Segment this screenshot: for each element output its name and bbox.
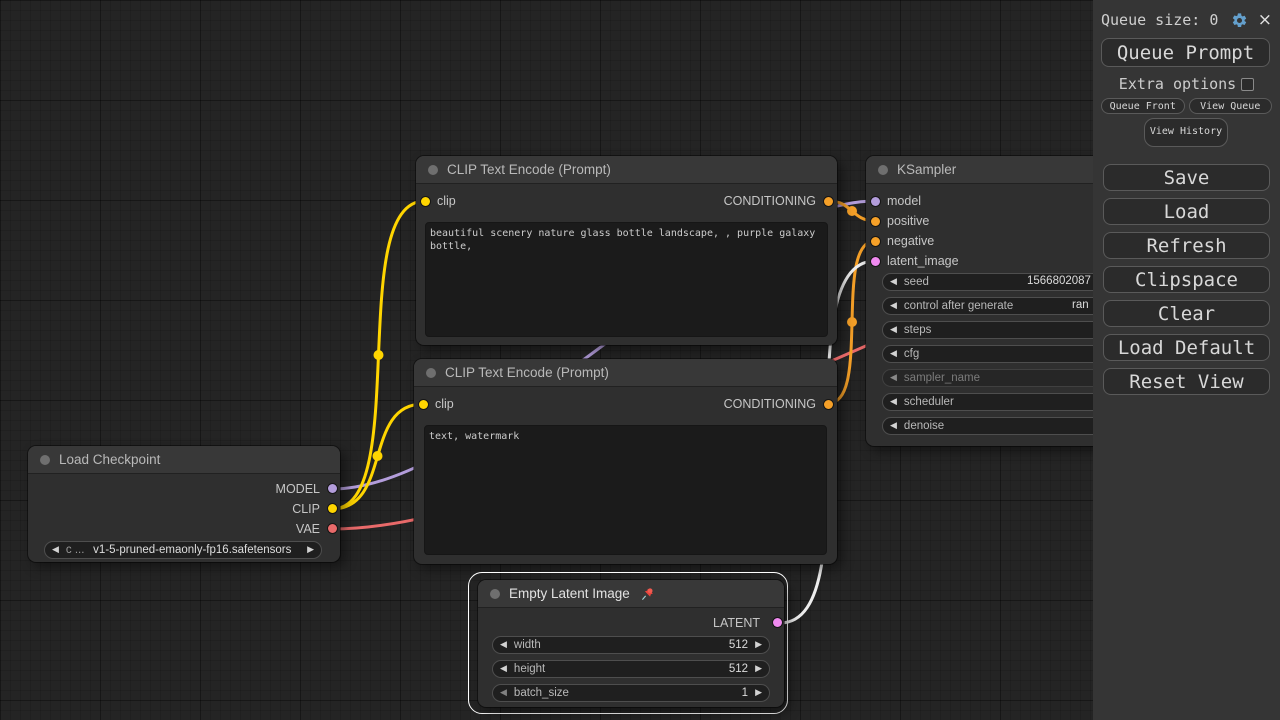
arrow-right-icon[interactable]: ▶ [755, 688, 762, 698]
clipspace-button[interactable]: Clipspace [1103, 266, 1270, 293]
latent-image-input-dot[interactable] [871, 257, 880, 266]
arrow-left-icon[interactable]: ◀ [500, 640, 507, 650]
load-default-button[interactable]: Load Default [1103, 334, 1270, 361]
arrow-left-icon[interactable]: ◀ [890, 301, 897, 311]
input-label-latent-image: latent_image [887, 254, 959, 268]
ckpt-name-widget[interactable]: ◀ c ... v1-5-pruned-emaonly-fp16.safeten… [44, 541, 322, 559]
widget-label: batch_size [513, 687, 569, 699]
collapse-dot-icon[interactable] [490, 588, 500, 599]
arrow-left-icon[interactable]: ◀ [890, 349, 897, 359]
node-title-bar[interactable]: Empty Latent Image [478, 580, 784, 608]
close-icon[interactable]: × [1257, 10, 1272, 30]
clip-output-dot[interactable] [328, 504, 337, 513]
collapse-dot-icon[interactable] [40, 454, 50, 465]
reset-view-button[interactable]: Reset View [1103, 368, 1270, 395]
extra-options-label: Extra options [1118, 75, 1237, 93]
width-widget[interactable]: ◀ width 512 ▶ [492, 636, 770, 654]
view-history-button[interactable]: View History [1144, 118, 1228, 147]
arrow-left-icon[interactable]: ◀ [890, 421, 897, 431]
queue-prompt-button[interactable]: Queue Prompt [1101, 38, 1270, 67]
widget-value: 512 [728, 639, 749, 651]
input-label-clip: clip [435, 397, 454, 411]
widget-value: v1-5-pruned-emaonly-fp16.safetensors [93, 544, 292, 556]
output-label-latent: LATENT [713, 616, 760, 630]
widget-value: 1 [741, 687, 749, 699]
input-label-positive: positive [887, 214, 930, 228]
arrow-left-icon[interactable]: ◀ [500, 688, 507, 698]
node-load-checkpoint[interactable]: Load Checkpoint MODEL CLIP VAE ◀ c ... v… [28, 446, 340, 562]
collapse-dot-icon[interactable] [878, 164, 888, 175]
node-title-bar[interactable]: CLIP Text Encode (Prompt) [414, 359, 837, 387]
output-label-vae: VAE [295, 522, 320, 536]
arrow-left-icon[interactable]: ◀ [890, 373, 897, 383]
output-label-clip: CLIP [292, 502, 320, 516]
output-label-model: MODEL [275, 482, 320, 496]
batch-size-widget[interactable]: ◀ batch_size 1 ▶ [492, 684, 770, 702]
collapse-dot-icon[interactable] [426, 367, 436, 378]
arrow-left-icon[interactable]: ◀ [890, 325, 897, 335]
arrow-right-icon[interactable]: ▶ [755, 640, 762, 650]
node-title-bar[interactable]: Load Checkpoint [28, 446, 340, 474]
pushpin-icon [641, 587, 653, 600]
clip-input-dot[interactable] [421, 197, 430, 206]
widget-label: seed [903, 276, 929, 288]
node-clip-text-encode-negative[interactable]: CLIP Text Encode (Prompt) clip CONDITION… [414, 359, 837, 564]
model-input-dot[interactable] [871, 197, 880, 206]
widget-value: 512 [728, 663, 749, 675]
vae-output-dot[interactable] [328, 524, 337, 533]
arrow-left-icon[interactable]: ◀ [890, 397, 897, 407]
conditioning-output-dot[interactable] [824, 400, 833, 409]
model-output-dot[interactable] [328, 484, 337, 493]
widget-label: denoise [903, 420, 945, 432]
output-label-conditioning: CONDITIONING [723, 397, 816, 411]
arrow-left-icon[interactable]: ◀ [500, 664, 507, 674]
positive-input-dot[interactable] [871, 217, 880, 226]
clear-button[interactable]: Clear [1103, 300, 1270, 327]
node-clip-text-encode-positive[interactable]: CLIP Text Encode (Prompt) clip CONDITION… [416, 156, 837, 345]
widget-label: steps [903, 324, 932, 336]
arrow-right-icon[interactable]: ▶ [307, 545, 314, 555]
node-empty-latent-image[interactable]: Empty Latent Image LATENT ◀ width 512 ▶ … [478, 580, 784, 707]
widget-label: c ... [65, 544, 85, 556]
settings-gear-icon[interactable] [1231, 12, 1248, 29]
widget-label: sampler_name [903, 372, 980, 384]
node-title-bar[interactable]: CLIP Text Encode (Prompt) [416, 156, 837, 184]
height-widget[interactable]: ◀ height 512 ▶ [492, 660, 770, 678]
input-label-clip: clip [437, 194, 456, 208]
negative-prompt-textarea[interactable]: text, watermark [424, 425, 827, 555]
comfy-menu-panel: Queue size: 0 × Queue Prompt Extra optio… [1093, 0, 1280, 720]
arrow-right-icon[interactable]: ▶ [755, 664, 762, 674]
seed-value: 1566802087 [1027, 275, 1091, 287]
conditioning-output-dot[interactable] [824, 197, 833, 206]
widget-label: height [513, 663, 546, 675]
refresh-button[interactable]: Refresh [1103, 232, 1270, 259]
widget-label: cfg [903, 348, 920, 360]
node-title: KSampler [897, 162, 957, 177]
negative-input-dot[interactable] [871, 237, 880, 246]
node-title: Load Checkpoint [59, 452, 161, 467]
view-queue-button[interactable]: View Queue [1188, 98, 1272, 114]
clip-input-dot[interactable] [419, 400, 428, 409]
latent-output-dot[interactable] [773, 618, 782, 627]
load-button[interactable]: Load [1103, 198, 1270, 225]
widget-label: scheduler [903, 396, 954, 408]
selection-outline [468, 572, 788, 714]
extra-options-checkbox[interactable] [1241, 77, 1255, 91]
widget-label: width [513, 639, 541, 651]
widget-label: control after generate [903, 300, 1014, 312]
input-label-negative: negative [887, 234, 935, 248]
output-label-conditioning: CONDITIONING [723, 194, 816, 208]
node-title: Empty Latent Image [509, 586, 630, 601]
collapse-dot-icon[interactable] [428, 164, 438, 175]
control-after-generate-value: ran [1072, 299, 1089, 311]
node-title: CLIP Text Encode (Prompt) [447, 162, 611, 177]
arrow-left-icon[interactable]: ◀ [52, 545, 59, 555]
queue-size-label: Queue size: 0 [1101, 11, 1219, 29]
queue-front-button[interactable]: Queue Front [1101, 98, 1185, 114]
positive-prompt-textarea[interactable]: beautiful scenery nature glass bottle la… [425, 222, 828, 337]
save-button[interactable]: Save [1103, 164, 1270, 191]
arrow-left-icon[interactable]: ◀ [890, 277, 897, 287]
input-label-model: model [887, 194, 922, 208]
node-title: CLIP Text Encode (Prompt) [445, 365, 609, 380]
